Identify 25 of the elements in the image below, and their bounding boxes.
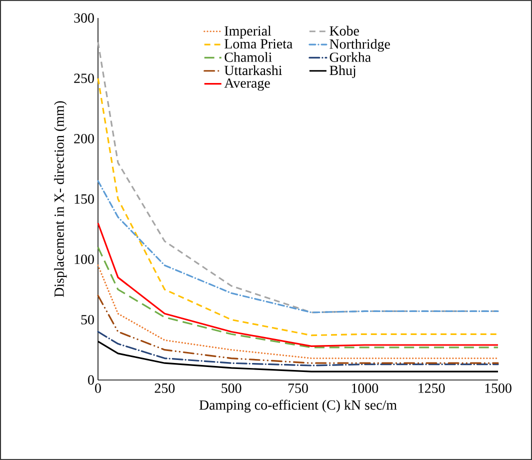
y-tick-label: 200 bbox=[74, 134, 94, 144]
legend-label: Imperial bbox=[224, 26, 272, 38]
y-tick-label: 0 bbox=[88, 375, 94, 385]
legend-label: Uttarkashi bbox=[224, 65, 282, 76]
legend-label: Kobe bbox=[330, 26, 359, 36]
x-tick-label: 250 bbox=[154, 384, 175, 393]
x-tick-label: 750 bbox=[288, 384, 308, 393]
y-axis-title: Displacement in X- direction (mm) bbox=[54, 101, 67, 297]
legend-label: Bhuj bbox=[330, 65, 356, 78]
legend-label: Chamoli bbox=[224, 52, 272, 62]
y-tick-label: 300 bbox=[74, 13, 94, 23]
y-tick-label: 50 bbox=[81, 314, 94, 324]
legend-label: Northridge bbox=[330, 38, 390, 52]
x-tick-label: 1250 bbox=[418, 384, 445, 393]
legend-label: Loma Prieta bbox=[224, 39, 293, 49]
x-tick-label: 500 bbox=[222, 384, 242, 393]
x-tick-label: 1500 bbox=[485, 384, 512, 393]
legend-label: Gorkha bbox=[330, 52, 371, 62]
y-tick-label: 250 bbox=[74, 74, 94, 84]
y-tick-label: 100 bbox=[74, 254, 94, 264]
x-axis-title: Damping co-efficient (C) kN sec/m bbox=[199, 400, 397, 413]
legend-label: Average bbox=[224, 78, 270, 91]
x-tick-label: 1000 bbox=[352, 384, 378, 393]
x-tick-label: 0 bbox=[95, 384, 101, 393]
y-tick-label: 150 bbox=[74, 194, 94, 204]
